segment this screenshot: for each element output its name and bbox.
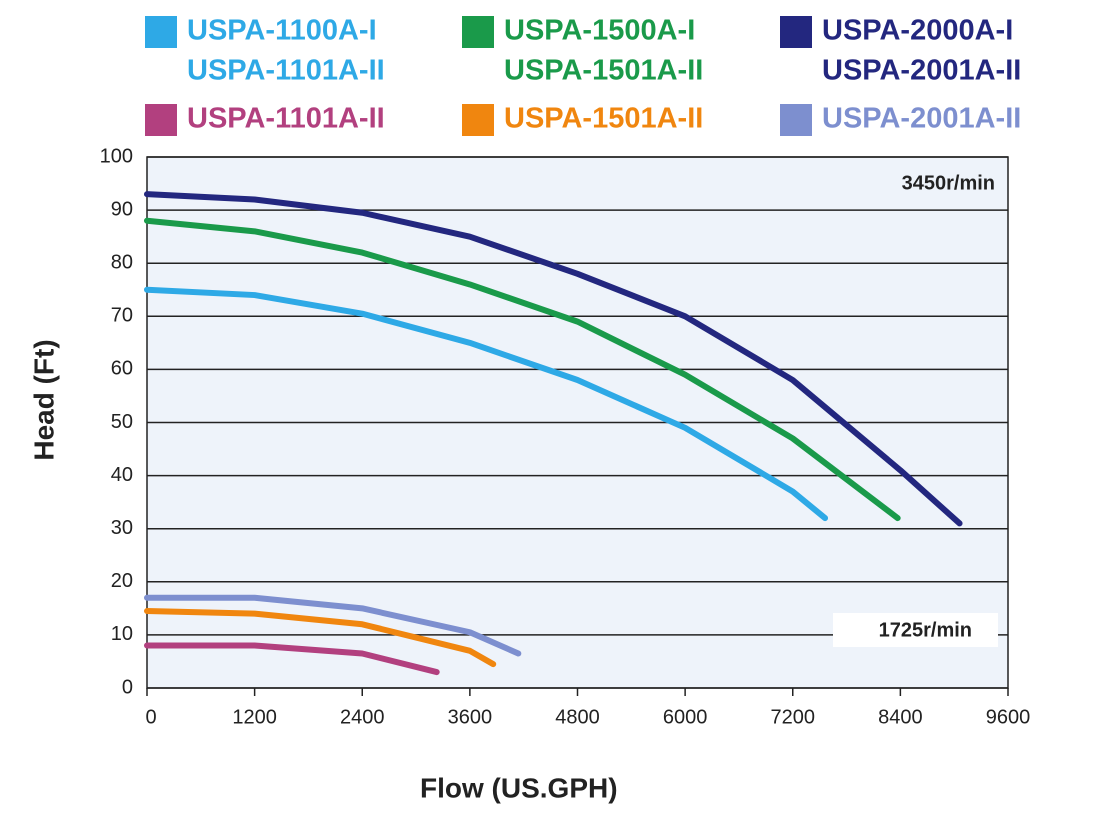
x-axis-title: Flow (US.GPH) xyxy=(420,772,618,803)
x-tick-label: 4800 xyxy=(555,706,600,728)
y-tick-label: 80 xyxy=(111,251,133,273)
legend-label: USPA-1501A-II xyxy=(504,55,703,87)
legend-swatch xyxy=(145,104,177,136)
legend-label: USPA-1500A-I xyxy=(504,15,695,47)
legend-label: USPA-2000A-I xyxy=(822,15,1013,47)
x-tick-label: 1200 xyxy=(232,706,277,728)
legend-swatch xyxy=(462,16,494,48)
legend-label: USPA-2001A-II xyxy=(822,103,1021,135)
y-tick-label: 100 xyxy=(100,145,133,167)
y-tick-label: 0 xyxy=(122,676,133,698)
legend-swatch xyxy=(462,104,494,136)
y-tick-label: 70 xyxy=(111,305,133,327)
x-tick-label: 7200 xyxy=(771,706,816,728)
legend-swatch xyxy=(145,16,177,48)
legend-label: USPA-1501A-II xyxy=(504,103,703,135)
line xyxy=(144,608,497,668)
legend-label: USPA-1101A-II xyxy=(187,103,385,135)
x-tick-label: 0 xyxy=(145,706,156,728)
x-tick-label: 2400 xyxy=(340,706,385,728)
y-tick-label: 10 xyxy=(111,623,133,645)
y-tick-label: 50 xyxy=(111,411,133,433)
legend-label: USPA-2001A-II xyxy=(822,55,1021,87)
x-tick-label: 3600 xyxy=(448,706,493,728)
y-tick-label: 20 xyxy=(111,570,133,592)
line xyxy=(144,642,440,676)
x-tick-label: 8400 xyxy=(878,706,923,728)
annotation-box xyxy=(833,613,998,647)
x-tick-label: 9600 xyxy=(986,706,1031,728)
legend-swatch xyxy=(780,104,812,136)
x-tick-label: 6000 xyxy=(663,706,708,728)
y-tick-label: 60 xyxy=(111,358,133,380)
legend-label: USPA-1101A-II xyxy=(187,55,385,87)
y-tick-label: 90 xyxy=(111,198,133,220)
annotation: 3450r/min xyxy=(902,172,995,194)
line xyxy=(144,217,901,522)
line xyxy=(144,594,522,657)
y-tick-label: 30 xyxy=(111,517,133,539)
y-axis-title: Head (Ft) xyxy=(28,339,59,460)
y-tick-label: 40 xyxy=(111,464,133,486)
legend-label: USPA-1100A-I xyxy=(187,15,377,47)
line xyxy=(144,191,963,527)
annotation: 1725r/min xyxy=(879,619,972,641)
line xyxy=(144,286,829,522)
legend-swatch xyxy=(780,16,812,48)
annotation-box xyxy=(855,168,1005,198)
